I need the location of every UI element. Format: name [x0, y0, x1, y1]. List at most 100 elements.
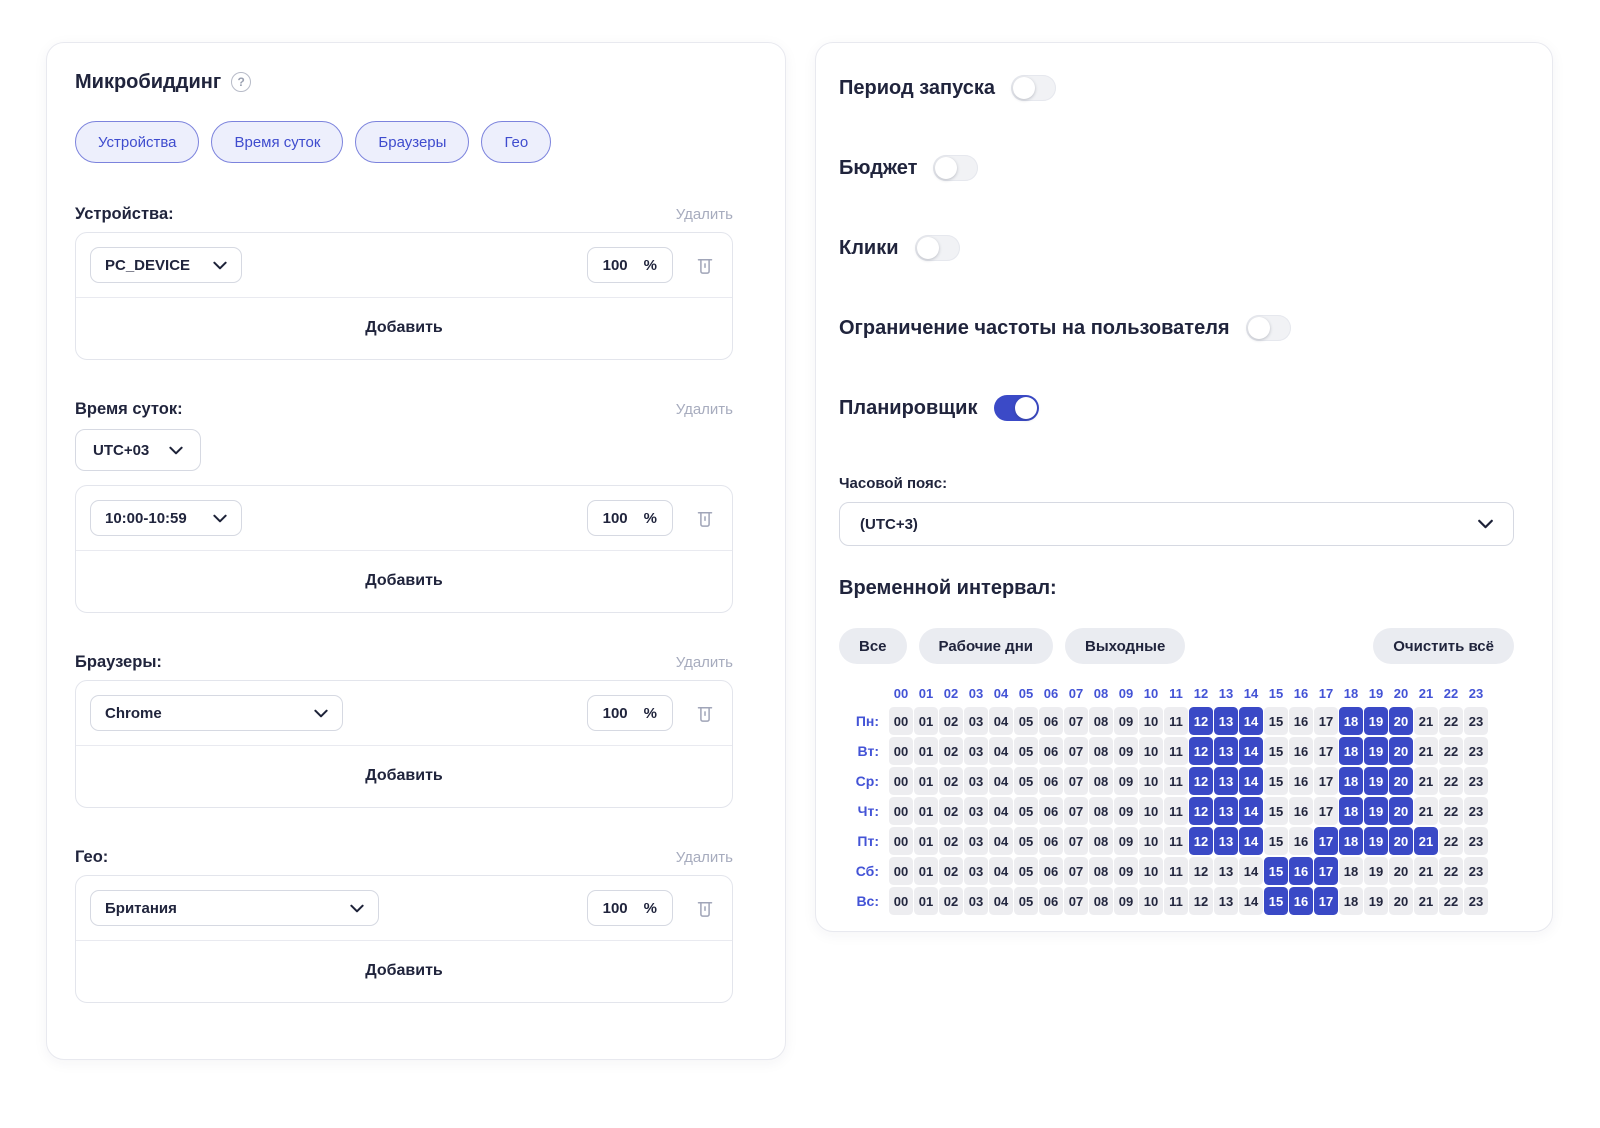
hour-cell-mon-14[interactable]: 14: [1239, 707, 1263, 735]
hour-cell-mon-15[interactable]: 15: [1264, 707, 1288, 735]
question-circle-icon[interactable]: ?: [231, 72, 252, 92]
hour-cell-wed-05[interactable]: 05: [1014, 767, 1038, 795]
clear-all-button[interactable]: Очистить всё: [1373, 628, 1514, 664]
scheduler-toggle[interactable]: [993, 395, 1039, 421]
hour-cell-fri-02[interactable]: 02: [939, 827, 963, 855]
hour-cell-wed-13[interactable]: 13: [1214, 767, 1238, 795]
delete-link[interactable]: Удалить: [675, 849, 733, 866]
hour-cell-fri-10[interactable]: 10: [1139, 827, 1163, 855]
hour-cell-sun-12[interactable]: 12: [1189, 887, 1213, 915]
hour-cell-sun-23[interactable]: 23: [1464, 887, 1488, 915]
hour-cell-wed-09[interactable]: 09: [1114, 767, 1138, 795]
hour-cell-sat-15[interactable]: 15: [1264, 857, 1288, 885]
hour-cell-wed-00[interactable]: 00: [889, 767, 913, 795]
hour-cell-thu-00[interactable]: 00: [889, 797, 913, 825]
hour-cell-wed-20[interactable]: 20: [1389, 767, 1413, 795]
hour-cell-tue-21[interactable]: 21: [1414, 737, 1438, 765]
chip-time-of-day[interactable]: Время суток: [211, 121, 344, 163]
hour-cell-mon-18[interactable]: 18: [1339, 707, 1363, 735]
hour-cell-tue-05[interactable]: 05: [1014, 737, 1038, 765]
geo-select-button[interactable]: Британия: [90, 890, 379, 926]
hour-cell-mon-04[interactable]: 04: [989, 707, 1013, 735]
hour-cell-sun-01[interactable]: 01: [914, 887, 938, 915]
hour-cell-sun-22[interactable]: 22: [1439, 887, 1463, 915]
hour-cell-fri-16[interactable]: 16: [1289, 827, 1313, 855]
hour-cell-sun-15[interactable]: 15: [1264, 887, 1288, 915]
hour-cell-mon-10[interactable]: 10: [1139, 707, 1163, 735]
hour-cell-fri-20[interactable]: 20: [1389, 827, 1413, 855]
hour-cell-wed-11[interactable]: 11: [1164, 767, 1188, 795]
hour-cell-sun-11[interactable]: 11: [1164, 887, 1188, 915]
hour-cell-mon-06[interactable]: 06: [1039, 707, 1063, 735]
hour-cell-sun-00[interactable]: 00: [889, 887, 913, 915]
hour-cell-mon-16[interactable]: 16: [1289, 707, 1313, 735]
hour-cell-sat-08[interactable]: 08: [1089, 857, 1113, 885]
hour-cell-fri-15[interactable]: 15: [1264, 827, 1288, 855]
hour-cell-sat-10[interactable]: 10: [1139, 857, 1163, 885]
hour-cell-fri-18[interactable]: 18: [1339, 827, 1363, 855]
hour-cell-thu-23[interactable]: 23: [1464, 797, 1488, 825]
hour-cell-sat-21[interactable]: 21: [1414, 857, 1438, 885]
hour-cell-sat-16[interactable]: 16: [1289, 857, 1313, 885]
hour-cell-tue-08[interactable]: 08: [1089, 737, 1113, 765]
hour-cell-sat-12[interactable]: 12: [1189, 857, 1213, 885]
hour-cell-thu-19[interactable]: 19: [1364, 797, 1388, 825]
delete-link[interactable]: Удалить: [675, 401, 733, 418]
hour-cell-wed-03[interactable]: 03: [964, 767, 988, 795]
hour-cell-mon-19[interactable]: 19: [1364, 707, 1388, 735]
hour-cell-mon-22[interactable]: 22: [1439, 707, 1463, 735]
hour-cell-wed-19[interactable]: 19: [1364, 767, 1388, 795]
hour-cell-sat-18[interactable]: 18: [1339, 857, 1363, 885]
hour-cell-sun-19[interactable]: 19: [1364, 887, 1388, 915]
launch-period-toggle[interactable]: [1010, 75, 1056, 101]
hour-cell-sun-03[interactable]: 03: [964, 887, 988, 915]
hour-cell-fri-00[interactable]: 00: [889, 827, 913, 855]
hour-cell-sun-20[interactable]: 20: [1389, 887, 1413, 915]
hour-cell-sun-10[interactable]: 10: [1139, 887, 1163, 915]
hour-cell-sun-05[interactable]: 05: [1014, 887, 1038, 915]
add-button[interactable]: Добавить: [76, 298, 732, 359]
hour-cell-wed-17[interactable]: 17: [1314, 767, 1338, 795]
hour-cell-thu-18[interactable]: 18: [1339, 797, 1363, 825]
hour-cell-tue-23[interactable]: 23: [1464, 737, 1488, 765]
hour-cell-sat-01[interactable]: 01: [914, 857, 938, 885]
hour-cell-tue-01[interactable]: 01: [914, 737, 938, 765]
hour-cell-thu-01[interactable]: 01: [914, 797, 938, 825]
hour-cell-fri-08[interactable]: 08: [1089, 827, 1113, 855]
hour-cell-wed-16[interactable]: 16: [1289, 767, 1313, 795]
hour-cell-tue-10[interactable]: 10: [1139, 737, 1163, 765]
hour-cell-fri-22[interactable]: 22: [1439, 827, 1463, 855]
hour-cell-mon-08[interactable]: 08: [1089, 707, 1113, 735]
hour-cell-tue-20[interactable]: 20: [1389, 737, 1413, 765]
hour-cell-fri-12[interactable]: 12: [1189, 827, 1213, 855]
hour-cell-fri-17[interactable]: 17: [1314, 827, 1338, 855]
hour-cell-mon-02[interactable]: 02: [939, 707, 963, 735]
hour-cell-wed-22[interactable]: 22: [1439, 767, 1463, 795]
hour-cell-thu-12[interactable]: 12: [1189, 797, 1213, 825]
hour-cell-thu-21[interactable]: 21: [1414, 797, 1438, 825]
percent-input[interactable]: 100%: [586, 695, 673, 731]
hour-cell-fri-21[interactable]: 21: [1414, 827, 1438, 855]
hour-cell-tue-19[interactable]: 19: [1364, 737, 1388, 765]
percent-input[interactable]: 100%: [586, 500, 673, 536]
hour-cell-fri-11[interactable]: 11: [1164, 827, 1188, 855]
hour-cell-sat-03[interactable]: 03: [964, 857, 988, 885]
hour-cell-fri-04[interactable]: 04: [989, 827, 1013, 855]
hour-cell-tue-12[interactable]: 12: [1189, 737, 1213, 765]
add-button[interactable]: Добавить: [76, 941, 732, 1002]
hour-cell-wed-04[interactable]: 04: [989, 767, 1013, 795]
delete-row-button[interactable]: [692, 252, 718, 278]
hour-cell-mon-20[interactable]: 20: [1389, 707, 1413, 735]
hour-cell-thu-13[interactable]: 13: [1214, 797, 1238, 825]
weekends-button[interactable]: Выходные: [1064, 628, 1186, 664]
hour-cell-tue-02[interactable]: 02: [939, 737, 963, 765]
workdays-button[interactable]: Рабочие дни: [918, 628, 1053, 664]
hour-cell-sat-20[interactable]: 20: [1389, 857, 1413, 885]
hour-cell-sat-02[interactable]: 02: [939, 857, 963, 885]
hour-cell-thu-17[interactable]: 17: [1314, 797, 1338, 825]
hour-cell-thu-08[interactable]: 08: [1089, 797, 1113, 825]
hour-cell-mon-12[interactable]: 12: [1189, 707, 1213, 735]
chip-browsers[interactable]: Браузеры: [355, 121, 470, 163]
hour-cell-thu-20[interactable]: 20: [1389, 797, 1413, 825]
hour-cell-thu-11[interactable]: 11: [1164, 797, 1188, 825]
